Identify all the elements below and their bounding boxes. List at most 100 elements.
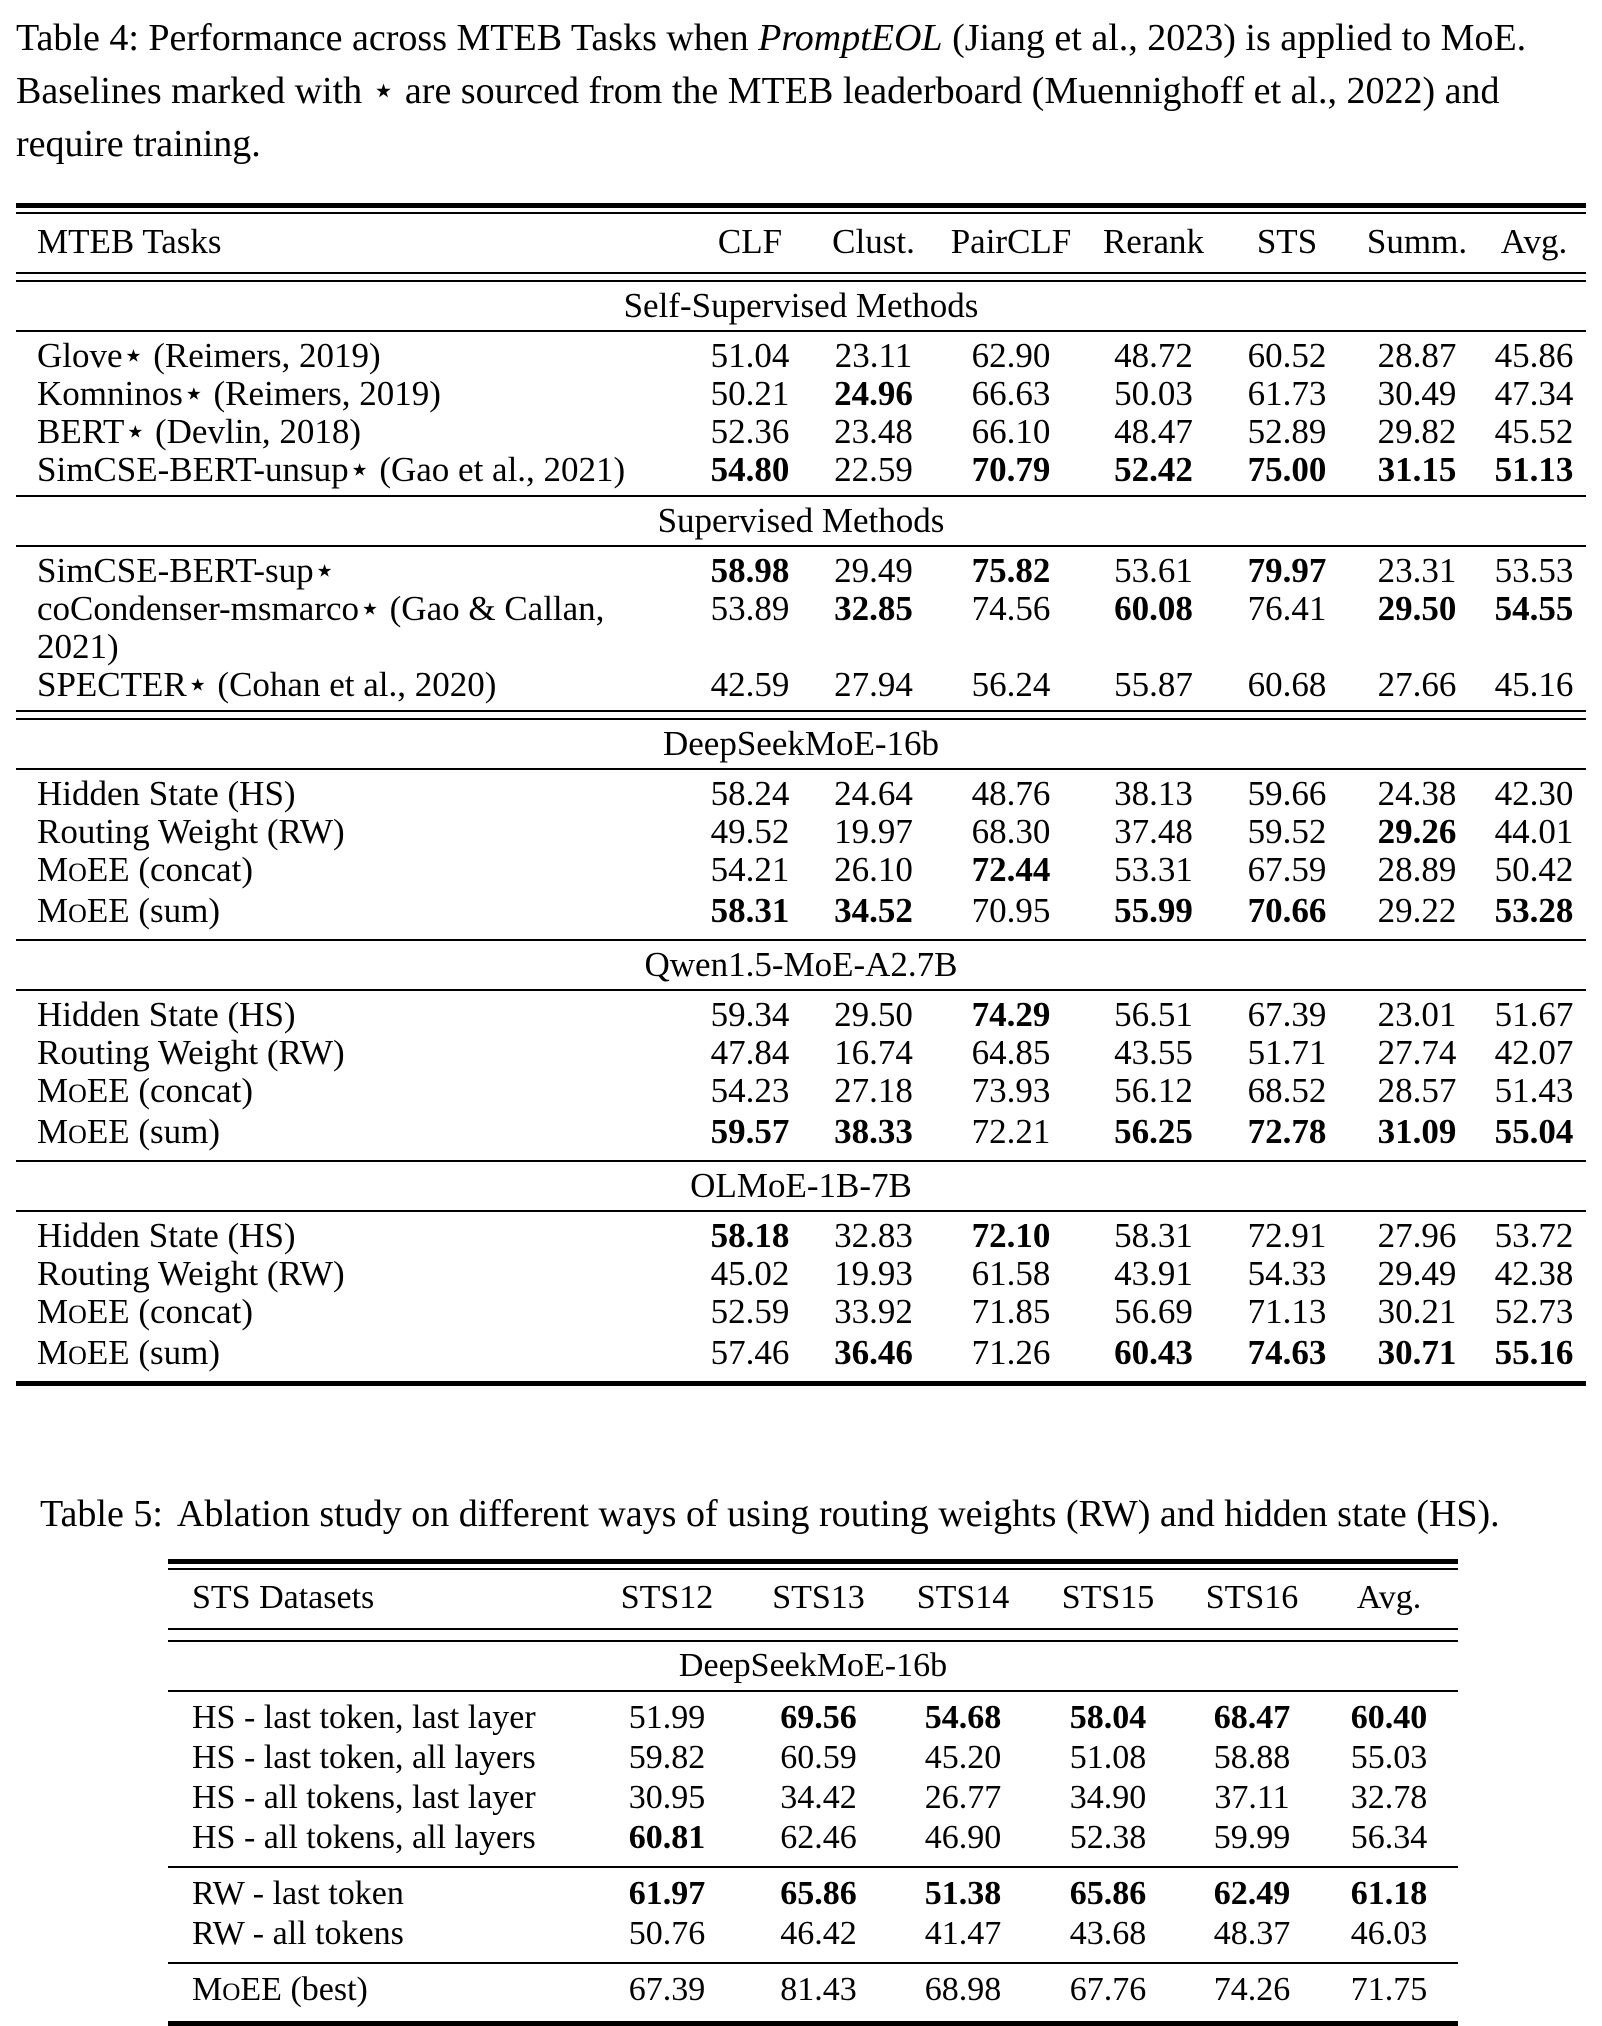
table4-caption-line3: require training. [16,123,261,165]
value-cell: 79.97 [1247,551,1327,590]
row-label: coCondenser-msmarco⋆ (Gao & Callan, 2021… [16,590,690,666]
value-cell: 59.82 [628,1739,706,1776]
value-cell: 58.24 [710,774,790,813]
row-label-text: Routing Weight (RW) [37,812,345,851]
value-cell: 42.07 [1494,1033,1574,1072]
table-row: HS - last token, last layer 51.99 69.56 54.… [168,1698,1458,1738]
table-row: MOEE (sum) 57.46 36.46 71.26 60.43 74.63 30.71… [16,1334,1586,1375]
table4-caption-line1: Table 4: Performance across MTEB Tasks w… [16,12,1586,65]
value-cell: 60.81 [628,1819,706,1856]
row-label: MOEE (sum) [16,1113,690,1154]
row-label-text: BERT⋆ (Devlin, 2018) [37,412,362,451]
table-rows: RW - last token 61.97 65.86 51.38 65.86 62.49… [168,1868,1458,1962]
value-cell: 29.50 [834,995,913,1034]
value-cell: 59.57 [710,1112,790,1151]
value-cell: 37.11 [1214,1779,1290,1816]
value-cell: 30.21 [1377,1292,1457,1331]
row-label: RW - all tokens [168,1914,588,1954]
row-label: MOEE (concat) [16,851,690,892]
row-label-text: SimCSE-BERT-unsup⋆ (Gao et al., 2021) [37,450,626,489]
smallcap-o: O [68,1079,87,1108]
row-label-text: Komninos⋆ (Reimers, 2019) [37,374,441,413]
value-cell: 48.76 [971,774,1051,813]
table-rule [16,495,1586,497]
value-cell: 71.26 [971,1333,1051,1372]
row-label-text: RW - last token [192,1875,404,1912]
value-cell: 65.86 [1069,1875,1147,1912]
table-row: Glove⋆ (Reimers, 2019) 51.04 23.11 62.90 48.… [16,337,1586,375]
table4-body: Self-Supervised Methods Glove⋆ (Reimers, … [16,282,1586,1386]
table-row: SimCSE-BERT-unsup⋆ (Gao et al., 2021) 54.… [16,451,1586,489]
table-row: Hidden State (HS) 59.34 29.50 74.29 56.51 67.… [16,996,1586,1034]
value-cell: 68.52 [1247,1071,1327,1110]
table-row: MOEE (sum) 59.57 38.33 72.21 56.25 72.78 31.09… [16,1113,1586,1154]
value-cell: 32.83 [834,1216,913,1255]
table-row: MOEE (concat) 52.59 33.92 71.85 56.69 71.13 30… [16,1293,1586,1334]
value-cell: 58.04 [1069,1699,1147,1736]
table-rule [16,1160,1586,1162]
column-header: Avg. [1500,222,1568,261]
row-label-text: Glove⋆ (Reimers, 2019) [37,336,381,375]
value-cell: 51.04 [710,336,790,375]
value-cell: 68.98 [924,1971,1002,2008]
value-cell: 56.69 [1114,1292,1193,1331]
value-cell: 51.08 [1069,1739,1147,1776]
value-cell: 60.68 [1247,665,1327,704]
table-row: RW - last token 61.97 65.86 51.38 65.86 62.49… [168,1874,1458,1914]
row-label-text: SimCSE-BERT-sup⋆ [37,551,336,590]
row-label: HS - last token, last layer [168,1698,588,1738]
value-cell: 55.04 [1494,1112,1574,1151]
value-cell: 66.10 [971,412,1051,451]
value-cell: 47.84 [710,1033,790,1072]
row-label: Glove⋆ (Reimers, 2019) [16,337,690,375]
value-cell: 56.34 [1350,1819,1428,1856]
table-rule [168,2021,1458,2026]
table-rule [16,710,1586,720]
table-row: RW - all tokens 50.76 46.42 41.47 43.68 48.37… [168,1914,1458,1954]
value-cell: 60.08 [1114,589,1193,628]
table-row: MOEE (best) 67.39 81.43 68.98 67.76 74.26 71.7… [168,1970,1458,2013]
table5-top-rule [168,1559,1458,1570]
value-cell: 74.26 [1213,1971,1291,2008]
value-cell: 41.47 [924,1915,1002,1952]
table5: STS Datasets STS12 STS13 STS14 STS15 STS… [168,1559,1458,2026]
value-cell: 73.93 [971,1071,1051,1110]
row-label: HS - all tokens, last layer [168,1778,588,1818]
table4: MTEB Tasks CLF Clust. PairCLF Rerank STS… [16,203,1586,1386]
table4-caption-line2: Baselines marked with ⋆ are sourced from… [16,70,1500,112]
row-label: BERT⋆ (Devlin, 2018) [16,413,690,451]
value-cell: 29.82 [1377,412,1457,451]
row-label-text: MOEE (sum) [37,1112,220,1151]
row-label: Hidden State (HS) [16,996,690,1034]
table4-caption: Table 4: Performance across MTEB Tasks w… [16,12,1586,171]
value-cell: 52.36 [710,412,790,451]
row-label-text: Hidden State (HS) [37,995,296,1034]
value-cell: 45.20 [924,1739,1002,1776]
row-label-text: MOEE (concat) [37,1071,253,1110]
value-cell: 23.01 [1377,995,1457,1034]
value-cell: 19.93 [834,1254,913,1293]
row-label-text: MOEE (concat) [37,850,253,889]
row-label-text: Hidden State (HS) [37,1216,296,1255]
column-header: STS12 [620,1579,714,1616]
value-cell: 30.49 [1377,374,1457,413]
value-cell: 34.52 [834,891,913,930]
column-header: CLF [717,222,783,261]
table-rows: Hidden State (HS) 58.24 24.64 48.76 38.13 59.… [16,770,1586,939]
table5-caption: Table 5: Ablation study on different ways… [40,1488,1586,1541]
value-cell: 74.56 [971,589,1051,628]
table-row: Hidden State (HS) 58.18 32.83 72.10 58.31 72.… [16,1217,1586,1255]
section-title: DeepSeekMoE-16b [662,724,940,763]
row-label: Routing Weight (RW) [16,813,690,851]
value-cell: 59.99 [1213,1819,1291,1856]
column-header: STS14 [916,1579,1010,1616]
row-label-text: HS - last token, all layers [192,1739,536,1776]
value-cell: 27.74 [1377,1033,1457,1072]
value-cell: 48.72 [1114,336,1193,375]
value-cell: 33.92 [834,1292,913,1331]
table-rule [16,1381,1586,1386]
value-cell: 45.86 [1494,336,1574,375]
value-cell: 16.74 [834,1033,913,1072]
table5-body: HS - last token, last layer 51.99 69.56 54.… [168,1692,1458,2026]
value-cell: 59.52 [1247,812,1327,851]
